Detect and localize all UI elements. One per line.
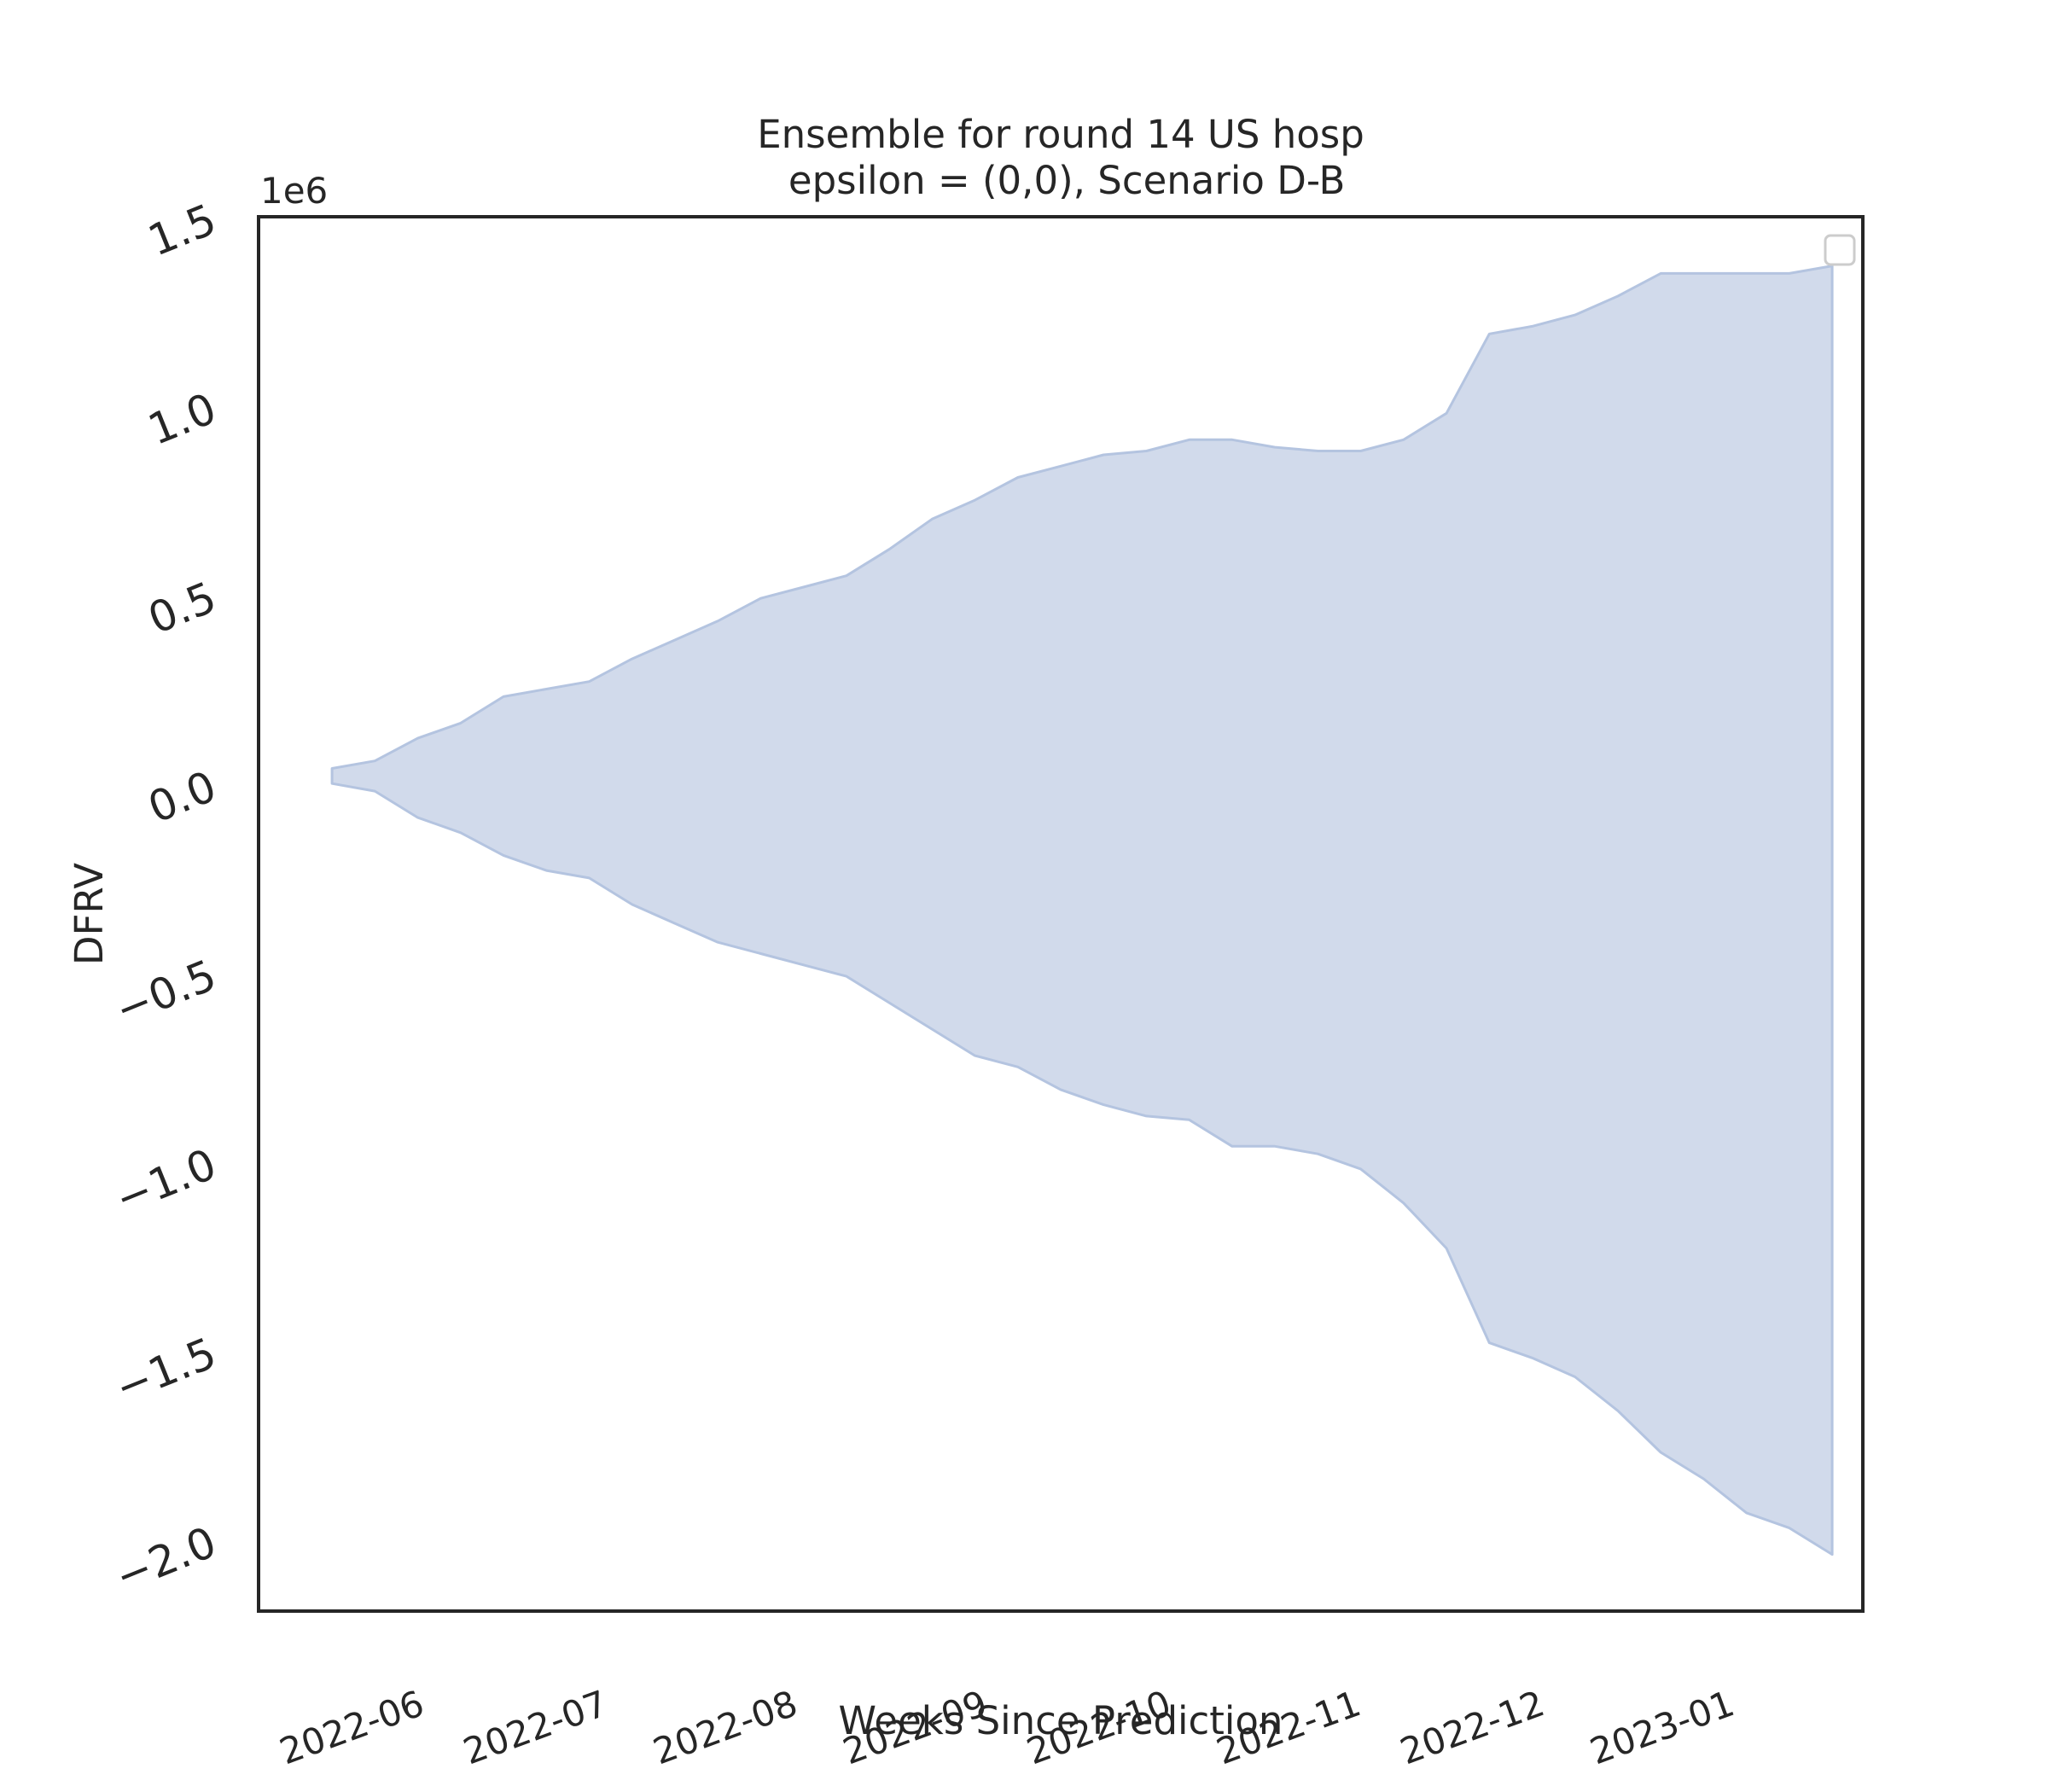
legend-box [1824, 234, 1856, 266]
x-tick-label: 2022-07 [458, 1682, 614, 1772]
plot-area [330, 265, 1834, 1556]
y-tick-label: 0.0 [142, 761, 223, 833]
y-offset-label: 1e6 [260, 170, 328, 212]
x-tick-label: 2022-12 [1394, 1682, 1550, 1772]
y-axis: 1.5 1.0 0.5 0.0 −0.5 −1.0 −1.5 −2.0 [108, 195, 223, 1602]
chart-title: Ensemble for round 14 US hosp epsilon = … [757, 112, 1364, 203]
y-tick-label: 0.5 [142, 573, 223, 644]
x-tick-label: 2022-06 [274, 1682, 429, 1772]
x-tick-label: 2022-08 [648, 1682, 803, 1772]
confidence-band [330, 265, 1834, 1556]
y-tick-label: −1.5 [108, 1328, 223, 1412]
y-axis-label: DFRV [67, 863, 112, 965]
plot-frame [257, 215, 1865, 1613]
y-tick-label: −0.5 [108, 951, 223, 1035]
y-tick-label: −2.0 [108, 1517, 223, 1602]
y-tick-label: 1.5 [142, 195, 223, 266]
y-tick-label: 1.0 [142, 383, 223, 455]
y-tick-label: −1.0 [108, 1139, 223, 1224]
x-axis-label: Weeks Since Prediction [839, 1698, 1283, 1743]
x-tick-label: 2023-01 [1585, 1682, 1740, 1772]
